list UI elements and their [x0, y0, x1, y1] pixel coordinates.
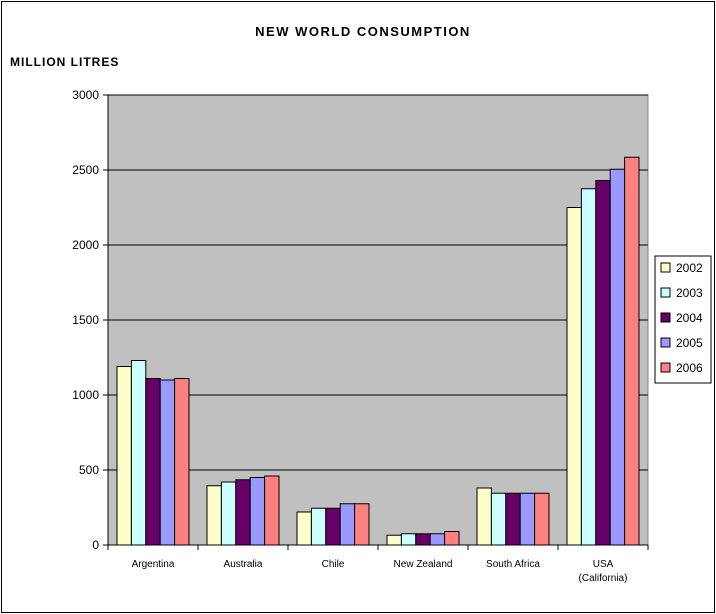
- legend: 2002 2003 2004 2005 2006: [654, 255, 712, 384]
- legend-label: 2005: [676, 336, 703, 350]
- bar-2004: [235, 479, 251, 546]
- bar-2006: [354, 503, 370, 546]
- bar-2002: [386, 534, 402, 546]
- bar-2002: [206, 485, 222, 546]
- bar-2003: [220, 481, 237, 546]
- bar-2005: [339, 503, 356, 546]
- bar-2002: [296, 511, 312, 546]
- bar-2002: [476, 487, 492, 546]
- bar-2006: [624, 156, 640, 546]
- gridlines: [108, 94, 648, 471]
- x-category-labels: Argentina Australia Chile New Zealand South …: [132, 559, 628, 584]
- y-tick-label: 3000: [72, 88, 99, 102]
- x-category-label: Argentina: [132, 559, 175, 570]
- x-category-sublabel: (California): [579, 573, 628, 584]
- bar-2003: [310, 507, 327, 546]
- x-category-label: South Africa: [486, 559, 540, 570]
- axes: [103, 94, 649, 550]
- legend-swatch-2003: [660, 287, 671, 298]
- bar-2004: [595, 180, 611, 546]
- y-tick-label: 1500: [72, 313, 99, 327]
- y-tick-label: 2500: [72, 163, 99, 177]
- bar-2003: [400, 533, 417, 546]
- chart-title: NEW WORLD CONSUMPTION: [255, 24, 471, 39]
- legend-label: 2003: [676, 286, 703, 300]
- bar-2005: [249, 477, 266, 546]
- legend-label: 2004: [676, 311, 703, 325]
- y-tick-label: 500: [79, 463, 99, 477]
- bar-2006: [174, 378, 190, 546]
- y-tick-label: 1000: [72, 388, 99, 402]
- x-category-label: Australia: [224, 559, 263, 570]
- legend-label: 2006: [676, 361, 703, 375]
- y-tick-label: 2000: [72, 238, 99, 252]
- bar-2006: [534, 492, 550, 546]
- legend-swatch-2005: [660, 337, 671, 348]
- legend-swatch-2004: [660, 312, 671, 323]
- bar-2005: [429, 533, 446, 546]
- x-category-label: New Zealand: [394, 559, 453, 570]
- bar-2003: [490, 492, 507, 546]
- x-category-label: Chile: [322, 559, 345, 570]
- bars: [116, 156, 640, 546]
- bar-2005: [159, 379, 176, 546]
- bar-2003: [130, 360, 147, 546]
- bar-2006: [264, 475, 280, 546]
- bar-2006: [444, 531, 460, 546]
- legend-label: 2002: [676, 261, 703, 275]
- y-tick-label: 0: [92, 538, 99, 552]
- bar-2004: [415, 533, 431, 546]
- bar-2003: [580, 188, 597, 546]
- legend-swatch-2002: [660, 262, 671, 273]
- bar-2004: [505, 492, 521, 546]
- bar-2004: [325, 507, 341, 546]
- bar-2005: [519, 492, 536, 546]
- bar-2004: [145, 378, 161, 546]
- legend-swatch-2006: [660, 362, 671, 373]
- bar-2002: [566, 207, 582, 546]
- y-tick-labels: 0 500 1000 1500 2000 2500 3000: [72, 88, 99, 552]
- bar-2002: [116, 366, 132, 546]
- x-category-label: USA: [593, 559, 614, 570]
- y-axis-label: MILLION LITRES: [10, 55, 119, 69]
- bar-2005: [609, 168, 626, 546]
